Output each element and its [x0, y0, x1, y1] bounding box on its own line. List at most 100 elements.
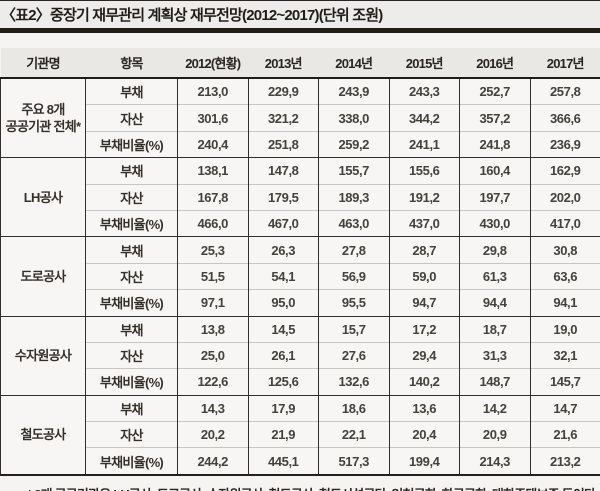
value-cell: 122,6 [177, 368, 248, 396]
value-cell: 145,7 [529, 368, 600, 396]
value-cell: 162,9 [529, 157, 600, 185]
value-cell: 18,7 [459, 315, 530, 343]
table-row: 자산 25,0 26,1 27,6 29,4 31,3 32,1 [1, 341, 600, 369]
col-header-2012: 2012(현황) [177, 48, 248, 79]
table-row: 부채비율(%) 240,4 251,8 259,2 241,1 241,8 23… [1, 130, 600, 158]
value-cell: 445,1 [247, 447, 319, 475]
col-header-2017: 2017년 [530, 48, 600, 79]
item-label-cell: 자산 [85, 104, 178, 132]
value-cell: 94,4 [459, 289, 530, 317]
value-cell: 463,0 [318, 209, 389, 237]
value-cell: 94,7 [388, 289, 460, 317]
agency-name-cell: 철도공사 [0, 394, 86, 475]
value-cell: 132,6 [318, 368, 389, 396]
col-header-2014: 2014년 [318, 48, 389, 79]
value-cell: 18,6 [318, 394, 389, 422]
value-cell: 417,0 [529, 209, 600, 237]
col-header-2015: 2015년 [389, 48, 460, 79]
value-cell: 51,5 [177, 262, 248, 290]
value-cell: 197,7 [459, 183, 530, 211]
item-label-cell: 자산 [85, 421, 178, 448]
footnote: * 8개 공공기관은 LH공사, 도로공사, 수자원공사, 철도공사, 철도시설… [0, 484, 600, 491]
value-cell: 20,2 [177, 421, 248, 448]
value-cell: 467,0 [247, 209, 319, 237]
value-cell: 140,2 [388, 368, 460, 396]
title-rule [0, 28, 600, 33]
agency-name-cell: 수자원공사 [0, 315, 86, 396]
value-cell: 366,6 [529, 104, 600, 132]
table-row: 자산 301,6 321,2 338,0 344,2 357,2 366,6 [1, 104, 600, 132]
item-label-cell: 부채비율(%) [85, 368, 178, 396]
value-cell: 191,2 [388, 183, 460, 211]
value-cell: 202,0 [529, 183, 600, 211]
table-row: LH공사 부채 138,1 147,8 155,7 155,6 160,4 16… [0, 157, 600, 237]
item-label-cell: 부채 [85, 315, 178, 343]
table-row: 주요 8개 공공기관 전체* 부채 213,0 229,9 243,9 243,… [0, 77, 600, 158]
value-cell: 20,9 [459, 421, 530, 448]
table-row: 자산 51,5 54,1 56,9 59,0 61,3 63,6 [1, 262, 600, 290]
value-cell: 252,7 [459, 77, 530, 105]
item-label-cell: 부채 [85, 157, 178, 185]
table-row: 부채비율(%) 466,0 467,0 463,0 437,0 430,0 41… [1, 209, 600, 237]
value-cell: 243,3 [388, 77, 460, 105]
value-cell: 138,1 [177, 157, 248, 185]
item-label-cell: 부채 [85, 394, 178, 422]
value-cell: 28,7 [388, 236, 460, 264]
value-cell: 199,4 [388, 447, 460, 475]
value-cell: 95,5 [318, 289, 389, 317]
table-row: 철도공사 부채 14,3 17,9 18,6 13,6 14,2 14,7 [0, 394, 600, 475]
value-cell: 160,4 [459, 157, 530, 185]
value-cell: 229,9 [247, 77, 319, 105]
value-cell: 94,1 [529, 289, 600, 317]
col-header-2016: 2016년 [459, 48, 530, 79]
value-cell: 25,3 [177, 236, 248, 264]
value-cell: 148,7 [459, 368, 530, 396]
value-cell: 14,3 [177, 394, 248, 422]
value-cell: 338,0 [318, 104, 389, 132]
item-label-cell: 부채비율(%) [85, 130, 178, 158]
value-cell: 189,3 [318, 183, 389, 211]
value-cell: 95,0 [247, 289, 319, 317]
value-cell: 21,6 [529, 421, 600, 448]
page-title: 〈표2〉중장기 재무관리 계획상 재무전망(2012~2017)(단위 조원) [1, 7, 383, 24]
value-cell: 240,4 [177, 130, 248, 158]
value-cell: 241,8 [459, 130, 530, 158]
value-cell: 155,6 [388, 157, 460, 185]
agency-name-cell: 주요 8개 공공기관 전체* [0, 77, 86, 158]
agency-name-cell: 도로공사 [0, 236, 86, 317]
value-cell: 22,1 [318, 421, 389, 448]
item-label-cell: 자산 [85, 183, 178, 211]
value-cell: 20,4 [388, 421, 460, 448]
table-row: 자산 20,2 21,9 22,1 20,4 20,9 21,6 [1, 421, 600, 448]
value-cell: 437,0 [388, 209, 460, 237]
value-cell: 63,6 [529, 262, 600, 290]
value-cell: 259,2 [318, 130, 389, 158]
value-cell: 32,1 [529, 341, 600, 369]
item-label-cell: 부채 [85, 236, 178, 264]
col-header-agency: 기관명 [0, 48, 86, 79]
value-cell: 155,7 [318, 157, 389, 185]
table-row: 자산 167,8 179,5 189,3 191,2 197,7 202,0 [1, 183, 600, 211]
finance-forecast-table: 기관명 항목 2012(현황) 2013년 2014년 2015년 2016년 … [0, 48, 600, 476]
value-cell: 257,8 [529, 77, 600, 105]
value-cell: 430,0 [459, 209, 530, 237]
header-row: 기관명 항목 2012(현황) 2013년 2014년 2015년 2016년 … [0, 48, 600, 79]
value-cell: 251,8 [247, 130, 319, 158]
table-row: 부채비율(%) 244,2 445,1 517,3 199,4 214,3 21… [1, 447, 600, 475]
value-cell: 27,8 [318, 236, 389, 264]
value-cell: 27,6 [318, 341, 389, 369]
col-header-2013: 2013년 [248, 48, 319, 79]
value-cell: 357,2 [459, 104, 530, 132]
item-label-cell: 부채 [85, 77, 178, 105]
value-cell: 13,6 [388, 394, 460, 422]
item-label-cell: 자산 [85, 341, 178, 369]
value-cell: 243,9 [318, 77, 389, 105]
value-cell: 61,3 [459, 262, 530, 290]
value-cell: 21,9 [247, 421, 319, 448]
value-cell: 236,9 [529, 130, 600, 158]
value-cell: 321,2 [247, 104, 319, 132]
value-cell: 517,3 [318, 447, 389, 475]
value-cell: 15,7 [318, 315, 389, 343]
item-label-cell: 부채비율(%) [85, 447, 178, 475]
